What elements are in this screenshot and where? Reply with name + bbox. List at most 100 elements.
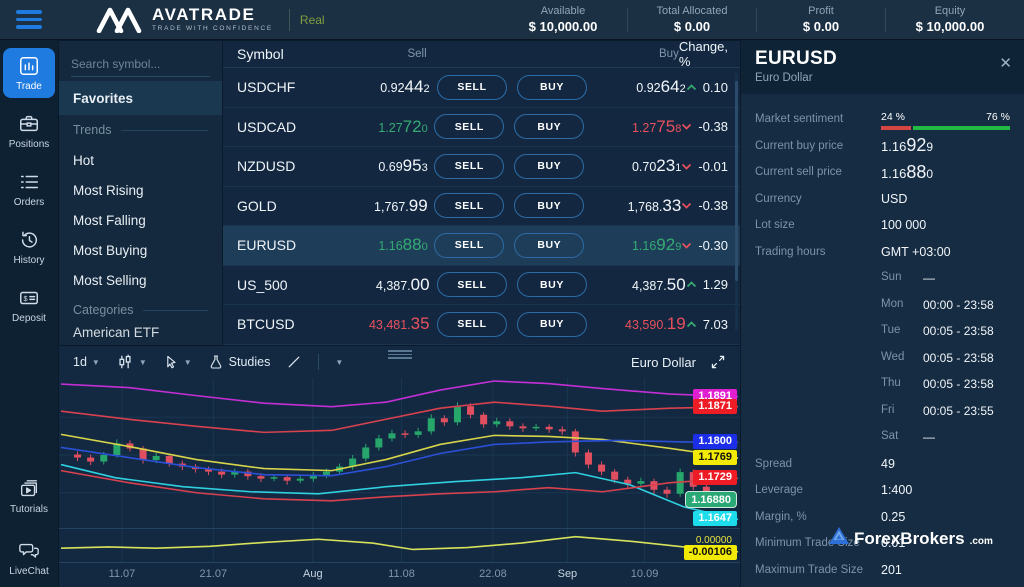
top-header: AVATRADE TRADE WITH CONFIDENCE Real Avai… [0, 0, 1024, 40]
quote-row-us-500[interactable]: US_500 4,387.00 SELL BUY 4,387.50 1.29 [223, 266, 740, 305]
brand-name: AVATRADE [152, 5, 256, 25]
sidebar-item-deposit[interactable]: $ Deposit [3, 280, 55, 330]
day-name: Thu [881, 377, 901, 390]
sidebar-item-trade[interactable]: Trade [3, 48, 55, 98]
sidebar-item-orders[interactable]: Orders [3, 164, 55, 214]
sidebar-item-positions[interactable]: Positions [3, 106, 55, 156]
buy-button[interactable]: BUY [516, 74, 587, 100]
stat-label: Equity [934, 5, 966, 17]
symbol-label: GOLD [237, 197, 277, 214]
buy-button[interactable]: BUY [514, 193, 585, 219]
price-tag: 1.1871 [693, 398, 737, 414]
watchlist-item-favorites[interactable]: Favorites [59, 81, 222, 115]
divider [318, 354, 320, 370]
upper-band-red [60, 401, 739, 434]
studies-button[interactable]: Studies [208, 354, 271, 370]
watchlist-item-american-etf[interactable]: American ETF [59, 325, 222, 339]
down-arrow-icon [682, 242, 692, 249]
day-name: Sun [881, 271, 902, 284]
cursor-tool-selector[interactable]: ▼ [163, 354, 192, 370]
buy-price: 0.70231 [591, 156, 681, 176]
row-value: 201 [881, 562, 902, 577]
day-hours: — [923, 430, 935, 445]
chevron-down-icon[interactable]: ▼ [335, 357, 344, 367]
panel-row-current-buy-price: Current buy price 1.16929 [741, 133, 1024, 160]
chart-canvas[interactable] [59, 378, 740, 564]
panel-row-trading-hours: Trading hours GMT +03:00 [741, 239, 1024, 266]
quote-row-eurusd[interactable]: EURUSD 1.16880 SELL BUY 1.16929 -0.30 [223, 226, 740, 266]
panel-row-margin-: Margin, % 0.25 [741, 504, 1024, 531]
row-label: Trading hours [755, 245, 826, 258]
expand-icon[interactable] [710, 354, 726, 370]
row-value: GMT +03:00 [881, 244, 951, 259]
buy-button[interactable]: BUY [514, 114, 585, 140]
sell-button[interactable]: SELL [434, 232, 505, 258]
forexbrokers-watermark: ForexBrokers .com [829, 527, 993, 549]
brand-tagline: TRADE WITH CONFIDENCE [152, 25, 273, 33]
scrollbar-thumb[interactable] [735, 81, 738, 281]
watchlist-item-most-buying[interactable]: Most Buying [59, 235, 222, 265]
watchlist-item-categories: Categories [59, 295, 222, 325]
watchlist-item-label: Most Buying [73, 242, 148, 258]
search-input[interactable] [71, 56, 222, 71]
buy-button[interactable]: BUY [516, 272, 587, 298]
watchlist-item-most-rising[interactable]: Most Rising [59, 175, 222, 205]
watchlist-item-most-selling[interactable]: Most Selling [59, 265, 222, 295]
quote-row-btcusd[interactable]: BTCUSD 43,481.35 SELL BUY 43,590.19 7.03 [223, 305, 740, 345]
sell-button[interactable]: SELL [434, 193, 505, 219]
quote-row-usdchf[interactable]: USDCHF 0.92442 SELL BUY 0.92642 0.10 [223, 68, 740, 108]
instrument-details-panel: EURUSD Euro Dollar ✕ Market sentiment 24 … [741, 40, 1024, 587]
account-mode: Real [288, 8, 325, 31]
buy-button[interactable]: BUY [514, 153, 585, 179]
change-percent: -0.38 [681, 119, 740, 134]
sidebar-item-history[interactable]: History [3, 222, 55, 272]
sidebar-item-label: Positions [8, 139, 50, 150]
price-value: 43,590.19 [625, 314, 686, 334]
sell-button[interactable]: SELL [434, 114, 505, 140]
chevron-down-icon: ▼ [91, 357, 100, 367]
row-value: 1:400 [881, 483, 913, 498]
watchlist-item-hot[interactable]: Hot [59, 145, 222, 175]
day-name: Mon [881, 297, 904, 310]
panel-row-leverage: Leverage 1:400 [741, 477, 1024, 504]
panel-row-day-Tue: Tue 00:05 - 23:58 [741, 318, 1024, 345]
sidebar-item-tutorials[interactable]: Tutorials [3, 471, 55, 521]
price-tag: 1.1769 [693, 450, 737, 466]
divider [885, 7, 886, 32]
buy-button[interactable]: BUY [516, 311, 587, 337]
close-icon[interactable]: ✕ [999, 55, 1012, 72]
buy-price: 43,590.19 [594, 314, 686, 334]
timeframe-selector[interactable]: 1d ▼ [73, 355, 100, 369]
draw-line-tool[interactable] [286, 354, 302, 370]
buy-button[interactable]: BUY [514, 232, 585, 258]
sell-button[interactable]: SELL [436, 74, 507, 100]
chart-pair-label: Euro Dollar [630, 354, 696, 370]
oscillator-yellow [60, 535, 739, 553]
oscillator-zero-label: 0.00000 [695, 535, 732, 546]
sell-button[interactable]: SELL [434, 153, 505, 179]
row-label: Current buy price [755, 139, 844, 152]
sell-button[interactable]: SELL [436, 272, 507, 298]
buy-price: 1.16929 [591, 235, 681, 255]
sell-button[interactable]: SELL [436, 311, 507, 337]
sidebar-item-livechat[interactable]: LiveChat [3, 533, 55, 583]
quote-row-usdcad[interactable]: USDCAD 1.27720 SELL BUY 1.27758 -0.38 [223, 108, 740, 147]
studies-label: Studies [228, 355, 271, 369]
buy-price: 0.92642 [594, 77, 685, 97]
ma-blue [60, 439, 739, 477]
account-stats: Available $ 10,000.00 Total Allocated $ … [507, 5, 1024, 34]
chart-x-axis: 11.07 21.07 Aug 11.08 22.08 Sep 10.09 [59, 564, 740, 587]
sidebar-item-label: Orders [13, 197, 45, 208]
up-arrow-icon [686, 84, 696, 90]
quote-row-gold[interactable]: GOLD 1,767.99 SELL BUY 1,768.33 -0.38 [223, 187, 740, 226]
sidebar-item-label: Trade [16, 81, 42, 92]
instrument-symbol: EURUSD [755, 48, 838, 69]
x-axis-label: 21.07 [199, 568, 228, 580]
quote-row-nzdusd[interactable]: NZDUSD 0.69953 SELL BUY 0.70231 -0.01 [223, 147, 740, 187]
menu-icon[interactable] [0, 10, 58, 29]
chart-type-selector[interactable]: ▼ [116, 353, 147, 371]
drag-handle-icon[interactable] [387, 350, 412, 359]
day-hours: 00:00 - 23:58 [923, 297, 994, 312]
change-value: -0.38 [698, 198, 728, 214]
watchlist-item-most-falling[interactable]: Most Falling [59, 205, 222, 235]
